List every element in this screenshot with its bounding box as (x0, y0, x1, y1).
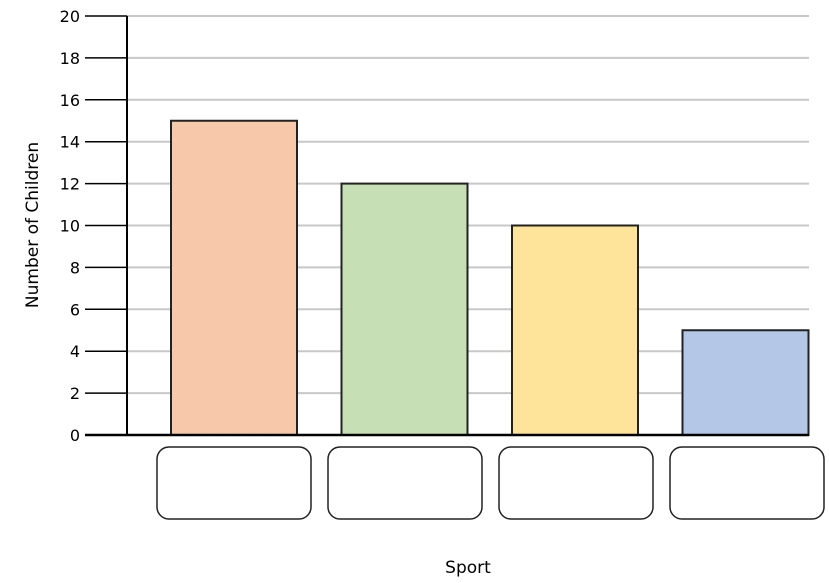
y-tick-label: 4 (70, 342, 80, 361)
y-axis: 0 2 4 6 8 10 12 14 16 18 20 (60, 7, 809, 445)
bar (681, 329, 810, 436)
bar (511, 224, 639, 436)
y-tick-label: 0 (70, 426, 80, 445)
y-tick-label: 12 (60, 175, 80, 194)
y-tick-label: 8 (70, 258, 80, 277)
category-label-box[interactable] (669, 446, 825, 520)
category-label-box[interactable] (327, 446, 483, 520)
y-axis-title: Number of Children (23, 142, 43, 308)
bar (340, 182, 469, 436)
category-label-box[interactable] (498, 446, 654, 520)
y-tick-label: 14 (60, 133, 80, 152)
y-tick-label: 18 (60, 49, 80, 68)
category-label-boxes (156, 446, 825, 520)
bar (170, 119, 298, 436)
y-tick-label: 10 (60, 217, 80, 236)
y-tick-label: 2 (70, 384, 80, 403)
bars (170, 119, 810, 436)
y-tick-label: 20 (60, 7, 80, 26)
y-tick-label: 6 (70, 300, 80, 319)
y-tick-label: 16 (60, 91, 80, 110)
x-axis-title: Sport (445, 558, 491, 578)
category-label-box[interactable] (156, 446, 312, 520)
